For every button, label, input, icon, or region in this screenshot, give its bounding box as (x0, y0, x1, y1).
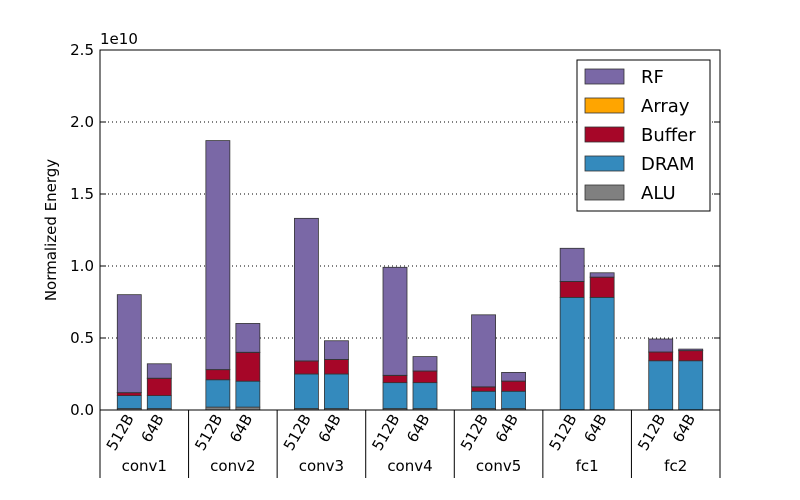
x-category-label: 512B (457, 411, 492, 454)
bar-segment-buffer (382, 375, 408, 384)
x-category-label: 512B (634, 411, 669, 454)
bar-segment-dram (235, 380, 261, 408)
bar-segment-rf (412, 356, 438, 372)
bar-segment-dram (648, 360, 674, 411)
legend-label-array: Array (641, 96, 690, 117)
x-category-label: 64B (137, 411, 167, 445)
bar-segment-rf (471, 314, 496, 388)
bar-segment-buffer (471, 386, 496, 392)
legend-swatch-dram (584, 155, 625, 172)
legend-label-buffer: Buffer (641, 125, 696, 146)
bar-segment-buffer (324, 359, 349, 375)
bar-segment-buffer (116, 392, 142, 397)
x-category-label: 64B (315, 411, 345, 445)
bar-segment-rf (559, 247, 585, 282)
x-category-label: 512B (191, 411, 226, 454)
bar-segment-rf (648, 338, 674, 353)
bar-segment-dram (382, 382, 408, 409)
bar-segment-rf (294, 217, 319, 362)
legend-label-alu: ALU (641, 183, 676, 204)
y-tick-label: 0.0 (70, 401, 94, 419)
x-group-label: conv2 (210, 457, 255, 475)
x-category-label: 64B (226, 411, 256, 445)
bar-segment-rf (589, 272, 615, 278)
legend-swatch-buffer (584, 126, 625, 143)
bar-segment-buffer (678, 350, 704, 362)
y-tick-label: 1.0 (70, 257, 94, 275)
bar-segment-rf (382, 266, 408, 376)
bar-segment-buffer (294, 360, 319, 375)
bar-segment-rf (324, 340, 349, 360)
legend-label-rf: RF (641, 67, 664, 88)
x-group-label: fc2 (664, 457, 687, 475)
x-category-label: 512B (368, 411, 403, 454)
bar-segment-dram (559, 296, 585, 411)
legend-swatch-alu (584, 184, 625, 201)
legend: RF Array Buffer DRAM ALU (576, 59, 711, 212)
bar-segment-buffer (559, 281, 585, 298)
x-group-label: conv4 (387, 457, 432, 475)
legend-swatch-rf (584, 68, 625, 85)
bar-segment-rf (205, 140, 231, 370)
bar-segment-buffer (589, 276, 615, 298)
bar-segment-dram (294, 373, 319, 409)
x-category-label: 512B (546, 411, 581, 454)
bar-segment-rf (501, 372, 526, 382)
bar-segment-buffer (412, 370, 438, 384)
bar-segment-buffer (501, 380, 526, 392)
x-group-label: conv5 (476, 457, 521, 475)
x-category-label: 64B (492, 411, 522, 445)
y-axis-label: Normalized Energy (42, 159, 60, 301)
bar-segment-dram (471, 390, 496, 409)
bar-segment-dram (116, 395, 142, 409)
x-category-label: 512B (280, 411, 315, 454)
bar-segment-dram (589, 296, 615, 411)
bar-segment-dram (412, 382, 438, 409)
y-tick-label: 1.5 (70, 185, 94, 203)
x-group-label: conv1 (122, 457, 167, 475)
bar-segment-rf (235, 323, 261, 353)
y-axis-offset-label: 1e10 (100, 30, 138, 48)
bar-segment-buffer (648, 351, 674, 362)
legend-label-dram: DRAM (641, 154, 694, 175)
bar-segment-rf (678, 348, 704, 351)
plot-frame (99, 49, 721, 411)
bar-segment-dram (501, 390, 526, 409)
bars-layer (116, 140, 704, 411)
bar-segment-rf (116, 294, 142, 393)
x-group-label: fc1 (576, 457, 599, 475)
bar-segment-buffer (146, 377, 172, 397)
x-category-label: 64B (669, 411, 699, 445)
bar-segment-dram (205, 379, 231, 408)
y-tick-label: 2.0 (70, 113, 94, 131)
x-category-label: 64B (580, 411, 610, 445)
bar-segment-dram (678, 360, 704, 411)
y-tick-label: 2.5 (70, 41, 94, 59)
bar-segment-buffer (205, 369, 231, 381)
bar-segment-dram (146, 395, 172, 409)
bar-segment-buffer (235, 351, 261, 382)
x-category-label: 64B (403, 411, 433, 445)
legend-swatch-array (584, 97, 625, 114)
bar-segment-dram (324, 373, 349, 409)
x-category-label: 512B (103, 411, 138, 454)
y-tick-label: 0.5 (70, 329, 94, 347)
bar-segment-rf (146, 363, 172, 379)
x-group-label: conv3 (299, 457, 344, 475)
